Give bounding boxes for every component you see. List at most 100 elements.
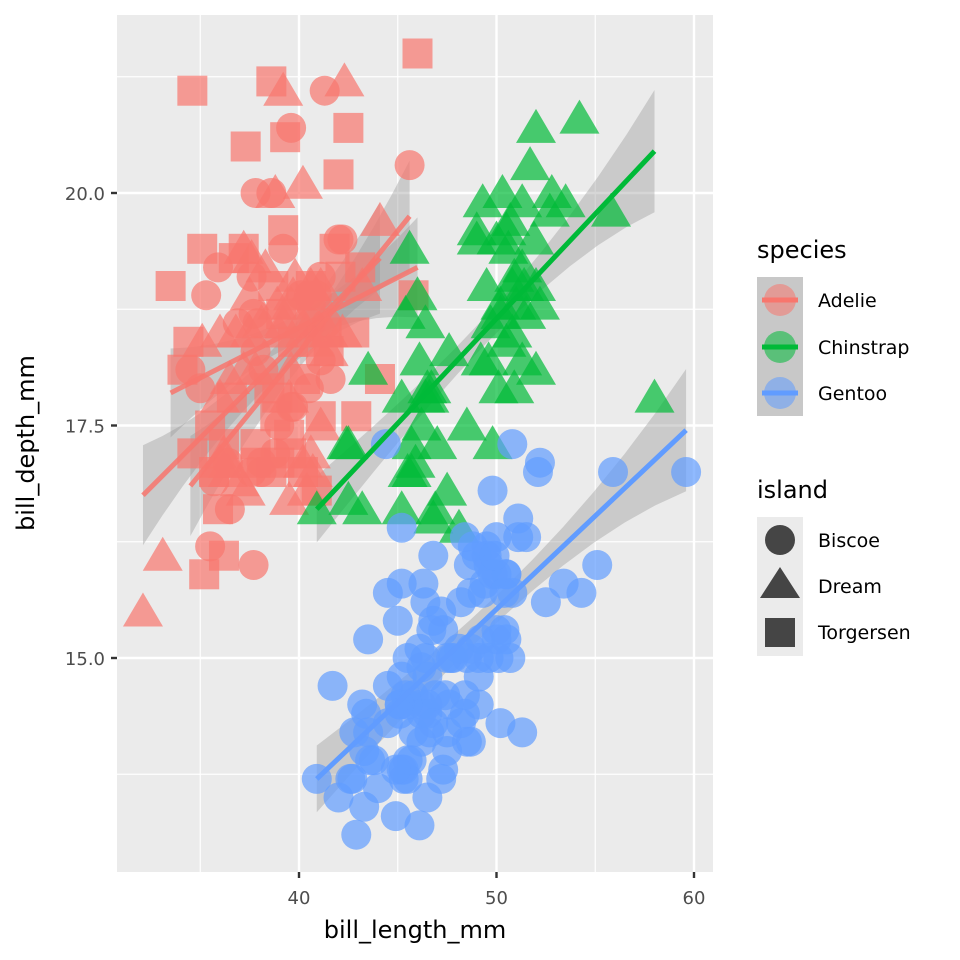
legend-species: species Adelie Chinstrap Gentoo: [757, 236, 910, 416]
point-adelie-biscoe: [394, 150, 425, 181]
point-adelie-dream: [282, 164, 323, 199]
point-gentoo-biscoe: [337, 763, 368, 794]
legend-label-biscoe: Biscoe: [818, 530, 880, 552]
regression-line-adelie-dream: [141, 256, 382, 498]
y-tick-label: 17.5: [65, 417, 105, 438]
ribbon-chinstrap-dream: [316, 90, 655, 543]
x-tick-label: 50: [485, 888, 508, 909]
point-adelie-torgersen: [155, 271, 186, 301]
point-adelie-torgersen: [173, 326, 204, 357]
point-adelie-torgersen: [270, 122, 301, 153]
point-gentoo-biscoe: [370, 429, 401, 460]
point-chinstrap-dream: [397, 276, 438, 311]
point-gentoo-biscoe: [341, 819, 372, 850]
point-adelie-torgersen: [266, 298, 297, 329]
point-adelie-torgersen: [256, 457, 287, 487]
regression-line-chinstrap-dream: [314, 149, 657, 511]
x-tick-label: 40: [288, 888, 311, 909]
point-gentoo-biscoe: [349, 736, 380, 766]
y-axis-title: bill_depth_mm: [12, 355, 40, 531]
point-adelie-dream: [215, 313, 256, 348]
point-gentoo-biscoe: [507, 717, 538, 748]
point-gentoo-biscoe: [386, 661, 417, 692]
point-adelie-torgersen: [319, 233, 350, 264]
legend-key-square-icon: [765, 618, 795, 647]
point-adelie-torgersen: [260, 401, 291, 432]
point-gentoo-biscoe: [491, 624, 522, 655]
point-gentoo-biscoe: [382, 605, 413, 636]
point-chinstrap-dream: [348, 350, 389, 385]
point-chinstrap-dream: [591, 192, 632, 227]
y-tick-label: 20.0: [65, 184, 105, 205]
point-chinstrap-dream: [405, 304, 446, 339]
point-chinstrap-dream: [559, 99, 600, 134]
legend-label-dream: Dream: [818, 576, 882, 598]
point-gentoo-biscoe: [426, 596, 457, 627]
legend-key-triangle-icon: [760, 567, 800, 598]
point-gentoo-biscoe: [380, 801, 411, 832]
legend-key-circle-icon: [765, 525, 795, 555]
point-adelie-torgersen: [258, 271, 289, 301]
point-chinstrap-dream: [391, 425, 432, 460]
point-adelie-dream: [225, 471, 266, 506]
point-gentoo-biscoe: [426, 763, 457, 794]
x-axis-title: bill_length_mm: [324, 916, 507, 944]
x-tick-label: 60: [683, 888, 706, 909]
point-gentoo-biscoe: [418, 708, 449, 739]
point-gentoo-biscoe: [497, 429, 528, 460]
x-axis-ticks: 40 50 60: [288, 872, 706, 909]
point-chinstrap-dream: [519, 285, 560, 320]
point-chinstrap-dream: [391, 453, 432, 487]
point-gentoo-biscoe: [410, 643, 441, 673]
point-gentoo-biscoe: [418, 540, 449, 571]
point-adelie-torgersen: [230, 131, 261, 162]
legend-island: island Biscoe Dream Torgersen: [757, 476, 911, 656]
point-chinstrap-dream: [490, 201, 531, 236]
legend-island-title: island: [757, 476, 828, 504]
point-gentoo-biscoe: [353, 624, 384, 655]
legend-species-title: species: [757, 236, 847, 264]
point-chinstrap-dream: [462, 183, 503, 218]
point-chinstrap-dream: [456, 211, 497, 246]
point-chinstrap-dream: [385, 294, 426, 329]
point-adelie-torgersen: [187, 233, 218, 264]
point-gentoo-biscoe: [317, 670, 348, 701]
point-gentoo-biscoe: [443, 633, 474, 664]
y-tick-label: 15.0: [65, 649, 105, 670]
point-chinstrap-dream: [468, 341, 509, 376]
point-chinstrap-dream: [381, 490, 422, 525]
point-chinstrap-dream: [529, 192, 570, 227]
point-chinstrap-dream: [516, 108, 556, 143]
point-gentoo-biscoe: [404, 810, 435, 841]
point-adelie-torgersen: [189, 559, 220, 590]
point-chinstrap-dream: [399, 341, 440, 376]
point-adelie-torgersen: [305, 401, 336, 432]
point-gentoo-biscoe: [524, 447, 555, 478]
point-gentoo-biscoe: [511, 522, 542, 553]
point-gentoo-biscoe: [598, 457, 629, 487]
point-gentoo-biscoe: [548, 568, 579, 599]
point-adelie-torgersen: [333, 112, 364, 143]
point-gentoo-biscoe: [380, 754, 411, 785]
point-chinstrap-dream: [516, 350, 556, 385]
legend-label-torgersen: Torgersen: [817, 622, 911, 644]
point-gentoo-biscoe: [420, 680, 451, 711]
point-chinstrap-dream: [328, 480, 369, 515]
point-chinstrap-dream: [545, 183, 586, 218]
point-adelie-torgersen: [339, 317, 370, 348]
point-gentoo-biscoe: [372, 577, 403, 608]
legend-label-chinstrap: Chinstrap: [818, 337, 910, 359]
point-adelie-torgersen: [177, 75, 208, 106]
point-adelie-biscoe: [238, 550, 269, 580]
point-chinstrap-dream: [488, 229, 529, 264]
point-gentoo-biscoe: [386, 512, 417, 543]
point-adelie-torgersen: [203, 494, 234, 525]
point-gentoo-biscoe: [582, 550, 613, 580]
point-adelie-torgersen: [289, 364, 320, 394]
point-adelie-dream: [269, 480, 310, 515]
point-adelie-dream: [229, 276, 270, 311]
data-points: [122, 38, 702, 850]
point-adelie-torgersen: [256, 66, 287, 97]
point-chinstrap-dream: [478, 369, 519, 404]
